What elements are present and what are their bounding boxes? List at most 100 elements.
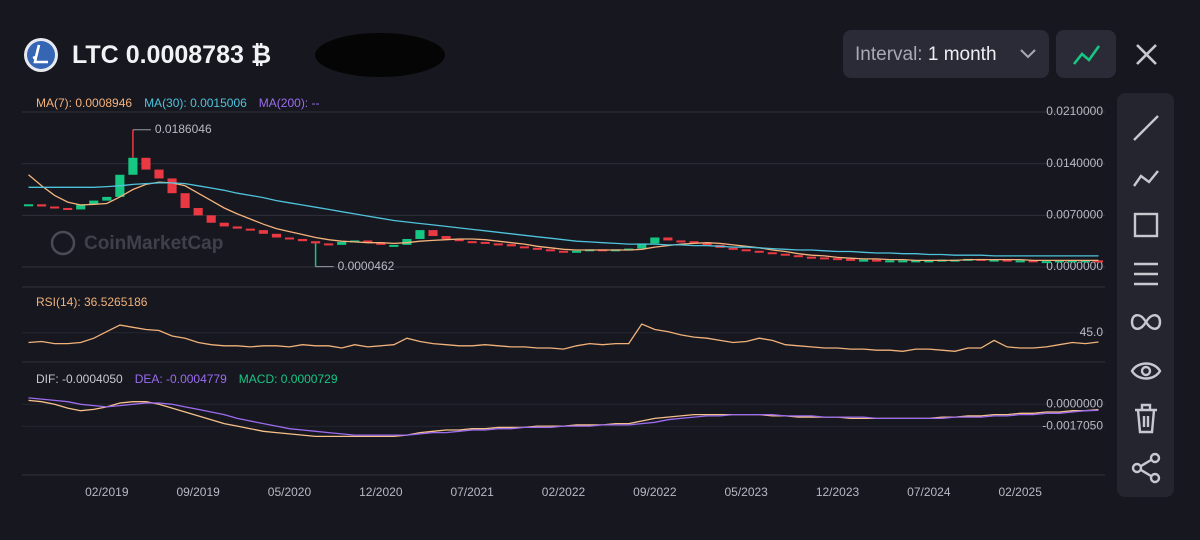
candle [676, 240, 686, 243]
x-tick-label: 07/2021 [450, 485, 494, 499]
x-tick-label: 09/2022 [633, 485, 677, 499]
candle [206, 215, 216, 223]
candle [467, 241, 477, 244]
coin-logo-inner [27, 41, 55, 69]
chart-type-button[interactable] [1056, 30, 1116, 78]
coin-logo-mark [32, 44, 48, 64]
x-tick-label: 05/2023 [724, 485, 768, 499]
x-tick-label: 09/2019 [176, 485, 220, 499]
annotation-label: 0.0000462 [338, 259, 395, 273]
candle [245, 228, 255, 231]
price: 0.0008783 [126, 41, 244, 69]
candle [102, 196, 112, 201]
candle [845, 258, 856, 261]
legend-entry: MA(200): -- [259, 96, 320, 110]
candle [702, 243, 712, 246]
candle [167, 178, 177, 194]
redaction [315, 33, 445, 77]
interval-button[interactable] [843, 30, 1049, 78]
y-tick-label: 0.0000000 [1046, 396, 1103, 410]
toolbar-panel [1117, 93, 1174, 497]
candle [806, 256, 816, 259]
candle [180, 193, 190, 208]
tool-visibility-pupil [1140, 365, 1152, 377]
drawing-toolbar [1117, 93, 1174, 497]
tool-share-link [1140, 458, 1152, 478]
x-tick-label: 12/2023 [816, 485, 860, 499]
candle [571, 250, 582, 253]
tool-visibility[interactable] [1130, 362, 1162, 380]
symbol: LTC [72, 41, 119, 69]
legend-entry: RSI(14): 36.5265186 [36, 295, 148, 309]
interval-label: Interval: [855, 44, 923, 65]
candle [76, 204, 86, 210]
chart-type-icon [1072, 45, 1101, 65]
annotation-label: 0.0186046 [155, 122, 212, 136]
candle [141, 157, 151, 170]
tool-share[interactable] [1149, 452, 1161, 464]
candle [258, 230, 268, 234]
y-tick-label: 0.0070000 [1046, 208, 1103, 222]
tool-share-node [1131, 462, 1143, 474]
candle [128, 157, 138, 175]
tool-rectangle[interactable] [1133, 212, 1159, 238]
candle [924, 260, 934, 263]
series-line [28, 174, 1099, 262]
candle [872, 259, 882, 262]
legend-entry: MA(30): 0.0015006 [144, 96, 247, 110]
watermark-logo [50, 230, 76, 256]
candle [650, 237, 660, 244]
interval-value: 1 month [928, 44, 997, 65]
x-tick-label: 05/2020 [268, 485, 312, 499]
close-button[interactable] [1136, 44, 1157, 65]
tool-polyline[interactable] [1133, 170, 1159, 187]
candle [428, 230, 438, 237]
tool-parallel[interactable] [1134, 262, 1158, 286]
candle [415, 230, 425, 239]
candle [389, 244, 399, 247]
y-tick-label: 0.0210000 [1046, 104, 1103, 118]
candle [297, 238, 308, 242]
tool-delete[interactable] [1135, 403, 1157, 434]
candle [689, 241, 699, 244]
candle [819, 257, 830, 260]
series-line [28, 182, 1099, 257]
candle [1015, 260, 1025, 263]
x-tick-label: 12/2020 [359, 485, 403, 499]
candle [63, 207, 73, 210]
candle [754, 250, 764, 253]
candle [363, 240, 373, 243]
candle [402, 238, 412, 245]
candle [637, 243, 647, 249]
candle [23, 204, 34, 207]
y-tick-label: -0.0017050 [1042, 418, 1103, 432]
x-tick-label: 02/2019 [85, 485, 129, 499]
series-line [28, 323, 1099, 352]
candle [1002, 259, 1012, 262]
coin-title: LTC 0.0008783 ₿ [72, 40, 271, 69]
candle [219, 222, 229, 227]
legend-entry: DIF: -0.0004050 [36, 372, 123, 386]
candle [885, 260, 895, 263]
price-unit: ₿ [251, 40, 271, 69]
candle [37, 204, 47, 207]
candle [1067, 260, 1077, 263]
candle [311, 241, 321, 244]
candle [989, 259, 999, 262]
candle [741, 249, 751, 252]
candle [232, 226, 242, 229]
legend-entry: MACD: 0.0000729 [239, 372, 338, 386]
candle [545, 249, 556, 252]
candle [558, 250, 569, 253]
tool-line[interactable] [1133, 115, 1159, 141]
candle [663, 237, 673, 241]
candle [532, 247, 542, 250]
candle [898, 260, 908, 263]
tool-fib[interactable] [1130, 314, 1162, 330]
candle [1041, 261, 1051, 264]
dropdown-caret [1020, 49, 1036, 59]
candle [793, 255, 803, 258]
y-tick-label: 0.0000000 [1046, 259, 1103, 273]
candle [493, 243, 503, 246]
